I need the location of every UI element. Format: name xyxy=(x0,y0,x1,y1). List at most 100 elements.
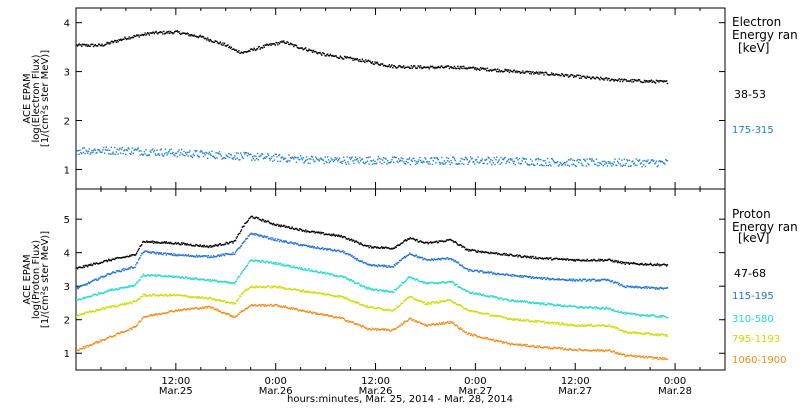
data-point xyxy=(542,303,544,305)
data-point xyxy=(101,339,103,341)
data-point xyxy=(564,74,566,76)
data-point xyxy=(590,279,593,281)
data-point xyxy=(512,255,514,257)
data-point xyxy=(479,250,482,253)
data-point xyxy=(152,313,155,316)
data-point xyxy=(643,79,646,82)
data-point xyxy=(463,246,465,248)
data-point xyxy=(82,151,85,154)
data-point xyxy=(462,306,464,308)
data-point xyxy=(403,320,406,323)
data-point xyxy=(395,156,397,159)
data-point xyxy=(423,257,425,260)
data-point xyxy=(375,288,377,291)
data-point xyxy=(295,243,298,245)
data-point xyxy=(643,314,646,317)
data-point xyxy=(136,34,139,37)
data-point xyxy=(171,294,173,297)
data-point xyxy=(133,149,135,152)
data-point xyxy=(96,45,98,47)
data-point xyxy=(203,152,206,154)
data-point xyxy=(579,278,582,281)
data-point xyxy=(455,324,457,326)
data-point xyxy=(413,254,415,257)
data-point xyxy=(662,162,664,164)
data-point xyxy=(238,233,240,235)
data-point xyxy=(439,258,441,260)
data-point xyxy=(284,157,287,160)
data-point xyxy=(497,297,500,300)
data-point xyxy=(152,148,154,150)
data-point xyxy=(213,156,216,159)
data-point xyxy=(572,159,574,161)
data-point xyxy=(114,288,117,290)
data-point xyxy=(174,30,177,32)
data-point xyxy=(113,305,115,308)
data-point xyxy=(152,240,154,242)
data-point xyxy=(284,226,287,229)
data-point xyxy=(483,337,485,340)
data-point xyxy=(290,43,293,45)
data-point xyxy=(92,279,95,282)
data-point xyxy=(376,158,379,161)
data-point xyxy=(104,275,107,277)
data-point xyxy=(447,299,449,302)
data-point xyxy=(107,306,109,309)
data-point xyxy=(118,257,120,259)
data-point xyxy=(332,295,335,297)
electron-ytick-label: 1 xyxy=(64,165,70,176)
data-point xyxy=(575,325,577,328)
data-point xyxy=(231,253,233,256)
data-point xyxy=(541,302,544,304)
data-point xyxy=(262,285,265,288)
data-point xyxy=(125,286,128,288)
data-point xyxy=(163,33,166,35)
data-point xyxy=(125,256,127,258)
data-point xyxy=(627,285,629,287)
data-point xyxy=(340,56,342,59)
data-point xyxy=(88,263,91,266)
data-point xyxy=(125,38,128,41)
data-point xyxy=(303,162,305,164)
data-point xyxy=(407,254,409,257)
data-point xyxy=(307,162,309,164)
data-point xyxy=(594,163,596,165)
data-point xyxy=(300,229,303,231)
data-point xyxy=(322,232,325,234)
data-point xyxy=(628,312,631,315)
data-point xyxy=(631,161,633,163)
data-point xyxy=(134,35,136,38)
data-point xyxy=(487,156,489,159)
data-point xyxy=(427,242,429,245)
data-point xyxy=(562,258,565,260)
data-point xyxy=(507,342,510,345)
data-point xyxy=(520,344,522,347)
data-point xyxy=(126,255,129,258)
data-point xyxy=(508,342,511,345)
data-point xyxy=(592,307,594,310)
data-point xyxy=(308,48,310,50)
data-point xyxy=(465,67,468,69)
data-point xyxy=(623,354,626,356)
data-point xyxy=(534,159,537,161)
data-point xyxy=(260,219,262,221)
data-point xyxy=(387,308,390,311)
data-point xyxy=(105,43,107,45)
data-point xyxy=(173,243,175,245)
data-point xyxy=(457,285,459,288)
data-point xyxy=(264,236,266,238)
data-point xyxy=(525,70,528,73)
data-point xyxy=(267,261,269,263)
data-point xyxy=(347,160,349,163)
data-point xyxy=(217,254,219,257)
data-point xyxy=(249,286,251,288)
data-point xyxy=(231,316,233,318)
data-point xyxy=(545,164,548,167)
data-point xyxy=(267,153,269,155)
data-point xyxy=(523,157,526,160)
data-point xyxy=(175,254,178,257)
data-point xyxy=(316,53,319,55)
data-point xyxy=(436,242,439,244)
data-point xyxy=(442,300,445,303)
data-point xyxy=(308,245,310,247)
